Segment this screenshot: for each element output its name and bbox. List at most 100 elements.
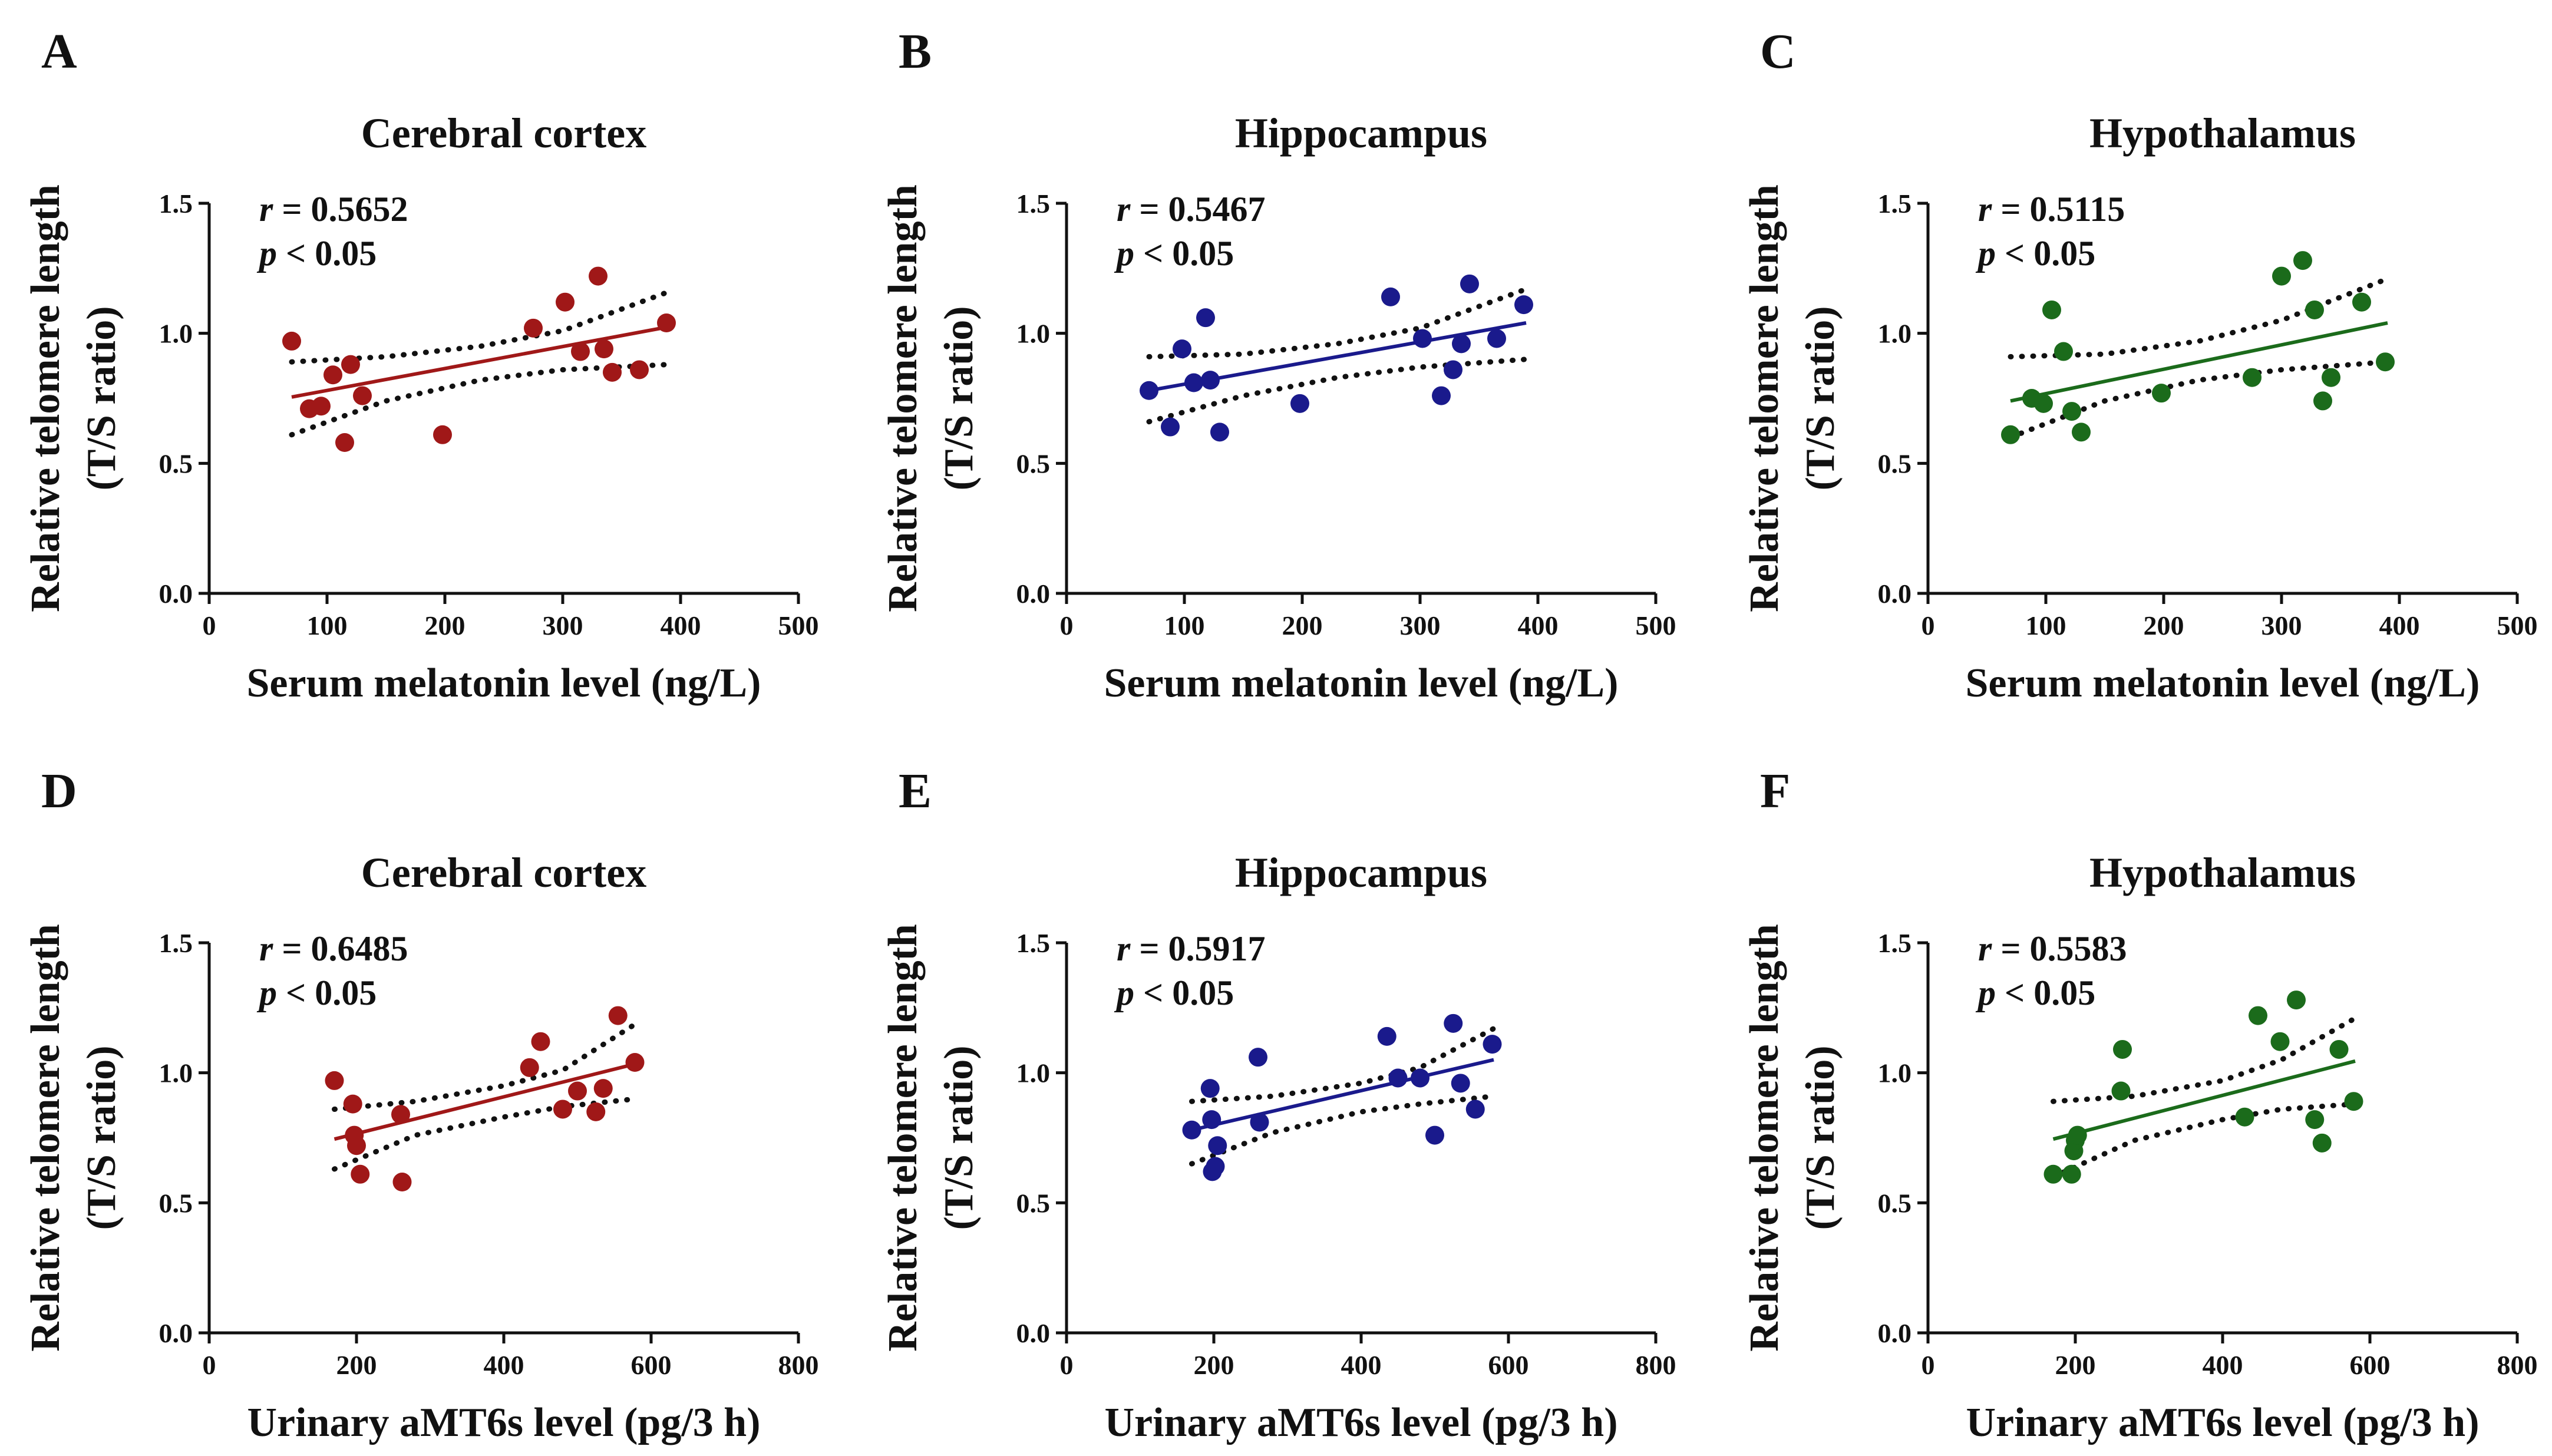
panel-title: Hippocampus	[1235, 110, 1487, 157]
x-tick-label: 200	[336, 1350, 377, 1380]
r-symbol: r	[1117, 190, 1131, 229]
data-point	[1460, 274, 1479, 293]
r-symbol: r	[1978, 190, 1992, 229]
data-point	[2062, 1164, 2081, 1184]
y-tick-label: 0.5	[1016, 1188, 1051, 1218]
panel-title: Cerebral cortex	[361, 110, 646, 157]
y-axis-label-line1: Relative telomere length	[1742, 184, 1787, 612]
y-tick-label: 1.5	[159, 928, 193, 958]
y-tick-label: 1.0	[1878, 319, 1912, 349]
data-point	[1208, 1136, 1227, 1155]
p-value: < 0.05	[1996, 973, 2095, 1012]
data-point	[520, 1058, 539, 1077]
x-tick-label: 500	[2497, 610, 2538, 640]
panel-letter: D	[41, 764, 77, 818]
p-value: < 0.05	[1134, 234, 1234, 273]
x-tick-label: 600	[1488, 1350, 1529, 1380]
p-value: < 0.05	[277, 234, 377, 273]
ci-upper-band	[332, 1021, 639, 1112]
data-point	[351, 1164, 370, 1184]
data-point	[2293, 251, 2312, 270]
data-point	[1196, 308, 1215, 328]
data-point	[282, 331, 301, 351]
x-tick-label: 300	[1400, 610, 1441, 640]
panel-e: E Hippocampus 0.0 0.5 1.0 1.5 0 200 400 600 800 Uri…	[880, 764, 1676, 1445]
y-axis-label-line1: Relative telomere length	[1742, 924, 1787, 1352]
x-axis-label: Serum melatonin level (ng/L)	[1104, 661, 1619, 706]
y-tick-label: 0.0	[1016, 579, 1051, 609]
r-value: = 0.5917	[1130, 929, 1265, 968]
data-point	[343, 1094, 362, 1114]
x-tick-label: 400	[2379, 610, 2420, 640]
data-point	[392, 1173, 412, 1192]
ci-upper-band	[289, 289, 672, 365]
p-value-annotation: p < 0.05	[1975, 234, 2095, 273]
ci-upper-band	[1146, 286, 1529, 359]
data-point	[2068, 1125, 2087, 1145]
data-point	[1483, 1035, 1502, 1054]
x-axis-label: Serum melatonin level (ng/L)	[247, 661, 761, 706]
y-tick-label: 1.5	[1878, 189, 1912, 219]
data-point	[1411, 1068, 1429, 1088]
data-point	[2344, 1092, 2363, 1111]
data-point	[608, 1006, 628, 1025]
y-axis-label-line2: (T/S ratio)	[79, 306, 124, 490]
data-point	[1140, 381, 1158, 400]
data-point	[556, 292, 575, 312]
y-tick-label: 0.0	[1016, 1318, 1051, 1348]
p-symbol: p	[1114, 973, 1134, 1012]
data-point	[323, 365, 342, 385]
r-value: = 0.5115	[1992, 190, 2125, 229]
x-tick-label: 200	[1282, 610, 1323, 640]
panel-title: Hippocampus	[1235, 849, 1487, 896]
ci-lower-band	[332, 1096, 639, 1172]
panel-letter: C	[1760, 24, 1796, 79]
data-point	[2062, 402, 2081, 421]
p-symbol: p	[1975, 234, 1996, 273]
data-point	[1381, 287, 1400, 306]
data-point	[2272, 266, 2291, 286]
data-point	[595, 339, 613, 359]
x-axis-label: Urinary aMT6s level (pg/3 h)	[1966, 1400, 2479, 1445]
data-point	[1200, 1079, 1220, 1098]
r-value: = 0.5467	[1130, 190, 1265, 229]
data-point	[1290, 394, 1309, 413]
x-tick-label: 0	[1060, 610, 1074, 640]
p-symbol: p	[1114, 234, 1134, 273]
p-symbol: p	[1975, 973, 1996, 1012]
r-value: = 0.6485	[273, 929, 408, 968]
data-point	[657, 313, 676, 333]
y-tick-label: 0.5	[1878, 1188, 1912, 1218]
panel-f: F Hypothalamus 0.0 0.5 1.0 1.5 0 200 400 600 800 Ur…	[1742, 764, 2538, 1445]
x-tick-label: 800	[2497, 1350, 2538, 1380]
data-point	[1210, 422, 1229, 442]
p-symbol: p	[256, 973, 277, 1012]
x-tick-label: 400	[1518, 610, 1559, 640]
y-tick-label: 1.5	[159, 189, 193, 219]
y-tick-label: 1.0	[159, 319, 193, 349]
y-tick-label: 1.0	[159, 1058, 193, 1088]
x-tick-label: 400	[1341, 1350, 1382, 1380]
panel-letter: B	[899, 24, 932, 79]
x-tick-label: 400	[661, 610, 701, 640]
data-point	[2312, 1133, 2332, 1153]
data-point	[325, 1071, 344, 1090]
data-point	[1161, 417, 1180, 437]
y-axis-label-line2: (T/S ratio)	[79, 1045, 124, 1230]
ci-upper-band	[2051, 1015, 2358, 1104]
x-tick-label: 300	[2262, 610, 2302, 640]
x-tick-label: 500	[778, 610, 819, 640]
p-value: < 0.05	[277, 973, 377, 1012]
y-axis-label-line1: Relative telomere length	[880, 924, 926, 1352]
regression-line	[1191, 1058, 1494, 1132]
panel-b: B Hippocampus 0.0 0.5 1.0 1.5 0 100 200 300 400 500…	[880, 24, 1676, 706]
x-tick-label: 600	[2350, 1350, 2391, 1380]
data-point	[2352, 292, 2371, 312]
y-tick-label: 0.5	[1878, 448, 1912, 478]
data-point	[2042, 300, 2061, 319]
data-point	[2287, 991, 2306, 1010]
x-tick-label: 0	[203, 1350, 216, 1380]
data-point	[1250, 1112, 1269, 1132]
data-point	[2243, 368, 2262, 387]
